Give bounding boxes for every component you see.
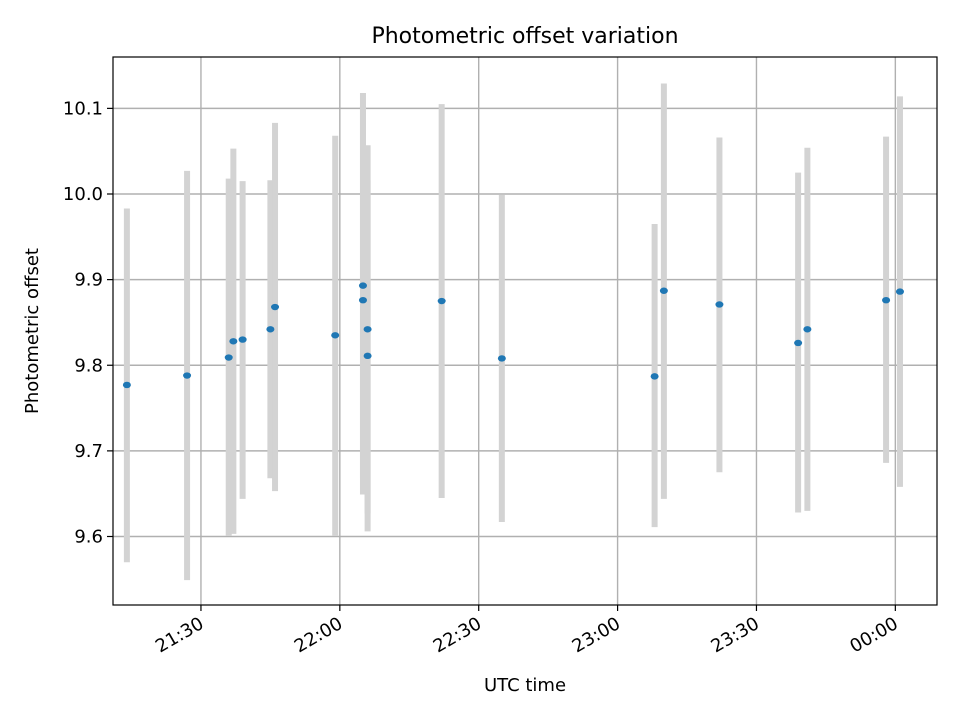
data-point [271,303,280,311]
y-tick-label: 9.6 [74,527,103,548]
data-point [363,326,372,333]
data-point [266,326,275,333]
data-points [122,282,904,389]
data-point [363,352,372,360]
x-tick-label: 21:30 [152,613,207,657]
data-point [437,297,446,305]
y-tick-label: 9.8 [74,355,103,376]
y-axis-label: Photometric offset [22,248,43,414]
y-tick-label: 10.0 [63,184,103,205]
data-point [229,338,238,345]
data-point [794,339,803,347]
x-axis-label: UTC time [484,675,566,696]
data-point [183,372,192,379]
data-point [358,296,367,304]
data-point [659,287,668,294]
data-point [331,332,340,339]
data-point [497,355,506,362]
grid-lines [113,57,937,605]
y-tick-label: 10.1 [63,98,103,119]
x-tick-label: 23:30 [708,613,763,657]
x-tick-label: 22:00 [291,613,346,657]
data-point [882,296,891,304]
data-point [224,354,233,361]
data-point [650,373,659,380]
data-point [358,282,367,289]
error-bars [123,83,903,581]
chart-title: Photometric offset variation [371,24,678,49]
data-point [238,336,247,343]
x-axis-ticks: 21:30 22:00 22:30 23:00 23:30 00:00 [152,605,902,657]
y-tick-label: 9.9 [74,270,103,291]
data-point [122,381,131,389]
y-axis-ticks: 9.6 9.7 9.8 9.9 10.0 10.1 [63,98,113,548]
x-tick-label: 00:00 [846,613,901,657]
plot-frame [112,56,938,606]
data-point [895,288,904,295]
x-tick-label: 22:30 [430,613,485,657]
y-tick-label: 9.7 [74,441,103,462]
data-point [715,301,724,308]
data-point [803,326,812,333]
x-tick-label: 23:00 [569,613,624,657]
